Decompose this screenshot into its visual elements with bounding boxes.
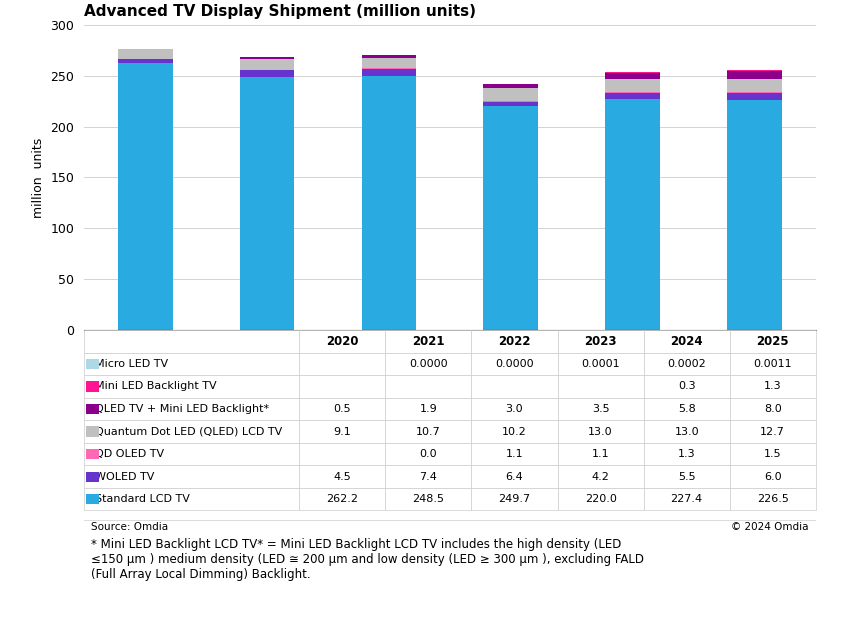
Bar bbox=[606, 99, 660, 330]
Bar bbox=[240, 78, 294, 330]
Text: * Mini LED Backlight LCD TV* = Mini LED Backlight LCD TV includes the high densi: * Mini LED Backlight LCD TV* = Mini LED … bbox=[92, 538, 644, 581]
Bar bbox=[362, 69, 416, 76]
Y-axis label: million  units: million units bbox=[32, 137, 45, 218]
Bar bbox=[606, 93, 660, 99]
Bar bbox=[362, 58, 416, 68]
Bar bbox=[727, 69, 782, 71]
FancyBboxPatch shape bbox=[87, 427, 99, 436]
Bar bbox=[727, 100, 782, 330]
Bar bbox=[484, 106, 538, 330]
Bar bbox=[484, 87, 538, 101]
Bar bbox=[727, 79, 782, 92]
Bar bbox=[606, 73, 660, 79]
FancyBboxPatch shape bbox=[87, 472, 99, 482]
Bar bbox=[362, 76, 416, 330]
FancyBboxPatch shape bbox=[87, 359, 99, 369]
Bar bbox=[240, 69, 294, 78]
FancyBboxPatch shape bbox=[87, 449, 99, 459]
Bar bbox=[240, 57, 294, 59]
Bar bbox=[118, 59, 172, 63]
Bar bbox=[362, 55, 416, 58]
FancyBboxPatch shape bbox=[87, 381, 99, 391]
Text: Advanced TV Display Shipment (million units): Advanced TV Display Shipment (million un… bbox=[84, 4, 476, 19]
Bar bbox=[118, 50, 172, 59]
Bar bbox=[727, 92, 782, 94]
Text: © 2024 Omdia: © 2024 Omdia bbox=[731, 522, 808, 532]
Bar bbox=[606, 79, 660, 92]
Bar bbox=[240, 59, 294, 69]
Bar bbox=[362, 68, 416, 69]
Bar bbox=[606, 92, 660, 93]
Bar bbox=[484, 84, 538, 87]
Bar bbox=[484, 101, 538, 102]
Bar bbox=[484, 102, 538, 106]
Bar bbox=[118, 63, 172, 330]
FancyBboxPatch shape bbox=[87, 494, 99, 504]
Text: Source: Omdia: Source: Omdia bbox=[92, 522, 168, 532]
Bar bbox=[727, 94, 782, 100]
Bar bbox=[727, 71, 782, 79]
FancyBboxPatch shape bbox=[87, 404, 99, 414]
